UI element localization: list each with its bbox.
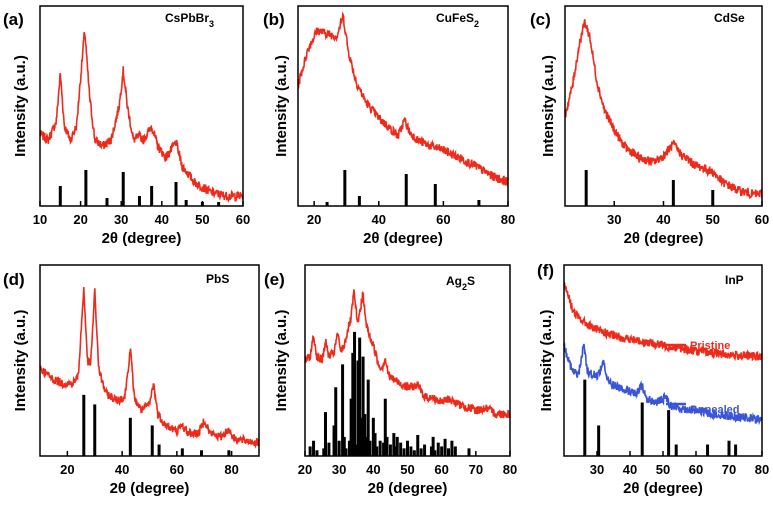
x-tick-label: 50 xyxy=(656,462,670,477)
x-tick-label: 60 xyxy=(755,212,769,227)
panel-a: 10 20 30 40 50 60 2θ (degree) Intensity (a.u.) (… xyxy=(3,5,250,247)
x-tick-label: 60 xyxy=(434,462,448,477)
material-title: InP xyxy=(725,273,744,287)
x-tick-label: 10 xyxy=(33,212,47,227)
y-axis-title: Intensity (a.u.) xyxy=(12,310,29,412)
y-axis-title: Intensity (a.u.) xyxy=(12,55,29,157)
axes-frame xyxy=(563,264,763,457)
x-tick-label: 80 xyxy=(224,462,238,477)
x-tick-label: 60 xyxy=(236,212,250,227)
x-tick-label: 40 xyxy=(372,212,386,227)
axes-frame xyxy=(39,5,244,207)
x-tick-label: 50 xyxy=(400,462,414,477)
axes-frame xyxy=(564,5,763,207)
material-title: Ag2S xyxy=(446,274,475,292)
material-title: CsPbBr3 xyxy=(165,11,214,29)
x-tick-label: 80 xyxy=(503,462,517,477)
panel-letter: (c) xyxy=(530,10,551,29)
panel-letter: (d) xyxy=(3,270,25,289)
series-cufes2 xyxy=(297,11,509,186)
x-tick-label: 20 xyxy=(307,212,321,227)
x-axis-title: 2θ (degree) xyxy=(110,480,190,497)
axes-frame xyxy=(297,5,509,207)
x-axis-title: 2θ (degree) xyxy=(368,480,448,497)
panel-letter: (e) xyxy=(264,270,285,289)
panel-f: 30 40 50 60 70 80 2θ (degree) Intensity (a.u.) (… xyxy=(537,261,769,497)
y-axis-title: Intensity (a.u.) xyxy=(273,310,290,412)
panel-letter: (a) xyxy=(3,10,24,29)
panel-b: 20 40 60 80 2θ (degree) Intensity (a.u.) (b) Cu… xyxy=(263,5,515,247)
material-title: PbS xyxy=(206,272,229,286)
x-tick-label: 40 xyxy=(115,462,129,477)
series-pbs xyxy=(39,287,260,449)
series-annealed xyxy=(563,342,763,426)
material-title: CdSe xyxy=(714,11,745,25)
x-tick-label: 40 xyxy=(623,462,637,477)
x-tick-label: 50 xyxy=(195,212,209,227)
x-tick-label: 60 xyxy=(436,212,450,227)
x-tick-label: 60 xyxy=(170,462,184,477)
y-axis-title: Intensity (a.u.) xyxy=(540,55,557,157)
x-tick-label: 80 xyxy=(755,462,769,477)
x-tick-label: 80 xyxy=(501,212,515,227)
y-axis-title: Intensity (a.u.) xyxy=(273,55,290,157)
x-axis-title: 2θ (degree) xyxy=(102,230,182,247)
x-axis-title: 2θ (degree) xyxy=(623,480,703,497)
series-cspbbr3 xyxy=(39,32,244,203)
x-tick-label: 70 xyxy=(722,462,736,477)
series-pristine xyxy=(563,282,763,362)
x-tick-label: 70 xyxy=(469,462,483,477)
panel-letter: (f) xyxy=(537,261,554,280)
panel-e: 20 30 40 50 60 70 80 2θ (degree) Intensity (a.u.… xyxy=(264,264,517,497)
x-tick-label: 50 xyxy=(706,212,720,227)
x-tick-label: 30 xyxy=(607,212,621,227)
x-tick-label: 30 xyxy=(114,212,128,227)
series-cdse xyxy=(564,19,763,200)
material-title: CuFeS2 xyxy=(436,11,479,29)
legend-label-annealed: Annealed xyxy=(690,404,740,416)
x-tick-label: 20 xyxy=(60,462,74,477)
panel-c: 30 40 50 60 2θ (degree) Intensity (a.u.) (c) Cd… xyxy=(530,5,769,247)
x-axis-title: 2θ (degree) xyxy=(363,230,443,247)
y-axis-title: Intensity (a.u.) xyxy=(538,310,555,412)
panel-letter: (b) xyxy=(263,10,285,29)
x-tick-label: 40 xyxy=(656,212,670,227)
panels-group: 10 20 30 40 50 60 2θ (degree) Intensity (a.u.) (… xyxy=(3,5,769,497)
x-axis-title: 2θ (degree) xyxy=(624,230,704,247)
series-ag2s xyxy=(304,289,511,420)
axes-frame xyxy=(39,264,260,457)
x-tick-label: 60 xyxy=(689,462,703,477)
x-tick-label: 30 xyxy=(332,462,346,477)
x-tick-label: 20 xyxy=(298,462,312,477)
x-tick-label: 20 xyxy=(73,212,87,227)
x-tick-label: 40 xyxy=(366,462,380,477)
x-tick-label: 40 xyxy=(155,212,169,227)
legend-label-pristine: Pristine xyxy=(690,340,730,352)
panel-d: 20 40 60 80 2θ (degree) Intensity (a.u.) (d) Pb… xyxy=(3,264,260,497)
x-tick-label: 30 xyxy=(590,462,604,477)
